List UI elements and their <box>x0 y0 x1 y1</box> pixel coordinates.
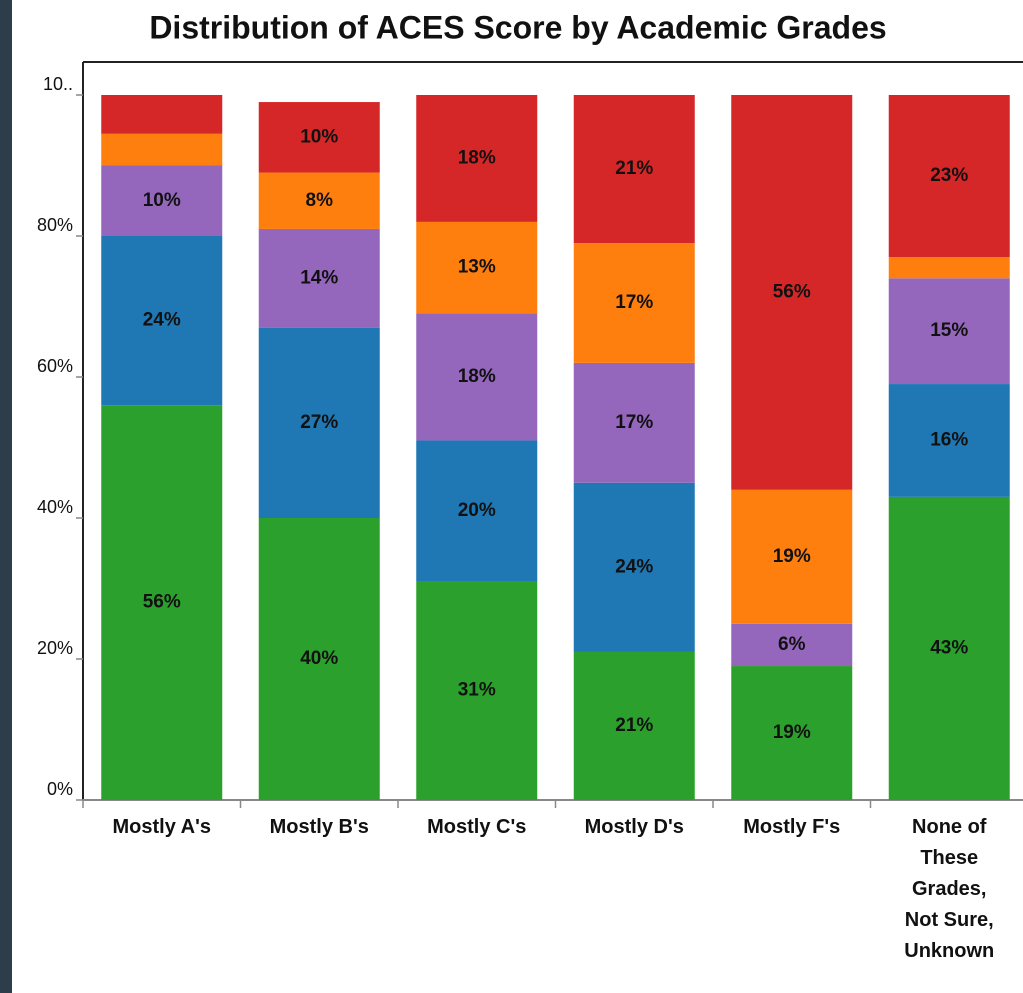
data-label: 56% <box>143 592 181 613</box>
bar-segment <box>573 651 695 800</box>
bar-segment <box>573 362 695 483</box>
bar-segment <box>101 236 223 406</box>
data-label: 13% <box>458 257 496 278</box>
bar-segment <box>258 228 380 328</box>
data-label: 17% <box>615 292 653 313</box>
bar-segment <box>258 172 380 229</box>
bar-segment <box>888 496 1010 800</box>
data-label: 6% <box>778 634 806 655</box>
data-label: 18% <box>458 366 496 387</box>
bar-segment <box>416 440 538 582</box>
y-tick-label: 60% <box>37 356 73 376</box>
x-tick-label: None of These Grades, Not Sure, Unknown <box>904 816 995 962</box>
data-label: 14% <box>300 267 338 288</box>
bar-segment <box>258 327 380 518</box>
data-label: 10% <box>143 190 181 211</box>
x-tick-label: Mostly F's <box>743 816 841 838</box>
data-label: 24% <box>615 556 653 577</box>
data-label: 10% <box>300 126 338 147</box>
data-label: 21% <box>615 715 653 736</box>
x-tick-label: Mostly A's <box>112 816 211 838</box>
frame-edge <box>0 0 12 993</box>
y-tick-label: 20% <box>37 638 73 658</box>
bar-segment <box>101 405 223 800</box>
data-label: 8% <box>306 190 334 211</box>
data-label: 19% <box>773 722 811 743</box>
bar-segment <box>101 165 223 236</box>
data-label: 27% <box>300 412 338 433</box>
bar-segment <box>731 666 853 800</box>
bar-segment <box>731 95 853 490</box>
x-tick-label: Mostly C's <box>427 816 527 838</box>
y-tick-label: 80% <box>37 215 73 235</box>
bar-segment <box>731 489 853 624</box>
bar-segment <box>416 95 538 222</box>
x-tick-label: Mostly D's <box>584 816 684 838</box>
y-tick-label: 40% <box>37 497 73 517</box>
data-label: 31% <box>458 680 496 701</box>
data-label: 19% <box>773 546 811 567</box>
data-label: 23% <box>930 165 968 186</box>
data-label: 24% <box>143 310 181 331</box>
data-label: 21% <box>615 158 653 179</box>
bar-segment <box>101 95 223 134</box>
y-tick-label: 0% <box>47 779 73 799</box>
data-label: 17% <box>615 412 653 433</box>
bar-segment <box>888 278 1010 385</box>
data-label: 56% <box>773 281 811 302</box>
bar-segment <box>573 243 695 363</box>
data-label: 43% <box>930 637 968 658</box>
bar-segment <box>416 313 538 441</box>
bar-segment <box>258 102 380 173</box>
bar-segment <box>573 482 695 652</box>
bar-segment <box>573 95 695 244</box>
x-tick-label: Mostly B's <box>269 816 369 838</box>
bar-segment <box>731 623 853 667</box>
bar-segment <box>888 257 1010 279</box>
bar-segment <box>416 221 538 314</box>
y-tick-label: 10.. <box>43 74 73 94</box>
bar-segment <box>888 384 1010 497</box>
data-label: 18% <box>458 147 496 168</box>
bar-segment <box>888 95 1010 258</box>
bar-segment <box>101 133 223 166</box>
data-label: 16% <box>930 429 968 450</box>
bar-segment <box>416 581 538 800</box>
chart-title: Distribution of ACES Score by Academic G… <box>149 9 886 45</box>
data-label: 40% <box>300 648 338 669</box>
data-label: 15% <box>930 320 968 341</box>
data-label: 20% <box>458 500 496 521</box>
bar-segment <box>258 518 380 800</box>
